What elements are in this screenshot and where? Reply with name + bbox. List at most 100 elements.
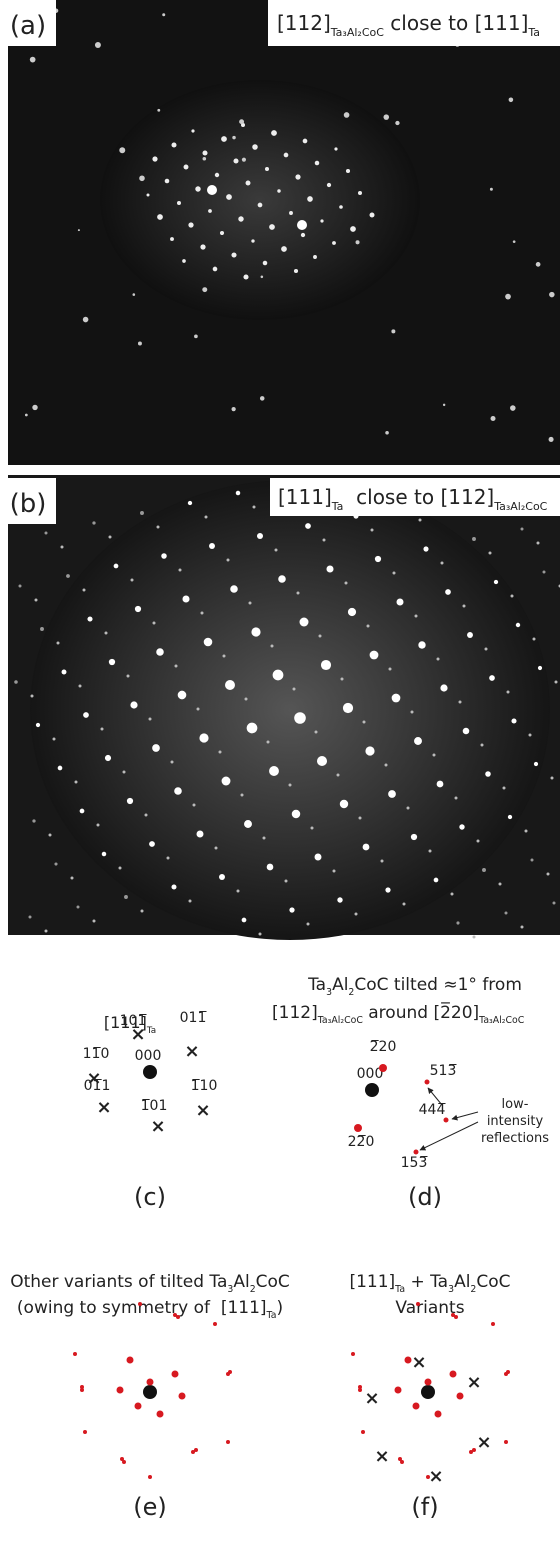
spot bbox=[294, 712, 306, 724]
panel-label: (e) bbox=[133, 1493, 167, 1521]
spot bbox=[62, 670, 67, 675]
spot bbox=[459, 824, 464, 829]
text-run: ) bbox=[276, 1298, 283, 1318]
spot bbox=[505, 294, 511, 300]
cross: × bbox=[374, 1446, 389, 1467]
spot bbox=[127, 798, 133, 804]
spot bbox=[443, 404, 445, 406]
reflection bbox=[194, 1448, 198, 1452]
origin-spot bbox=[421, 1385, 435, 1399]
spot bbox=[499, 883, 502, 886]
spot bbox=[485, 648, 488, 651]
spot bbox=[551, 777, 554, 780]
glow bbox=[100, 80, 420, 320]
spot bbox=[395, 121, 399, 125]
spot bbox=[105, 632, 108, 635]
annotation: intensity bbox=[487, 1114, 544, 1129]
spot bbox=[213, 267, 218, 272]
annotation: reflections bbox=[481, 1131, 549, 1146]
spot bbox=[271, 645, 274, 648]
spot bbox=[297, 592, 300, 595]
panel-title: Ta3Al2CoC tilted ≈1° from bbox=[307, 975, 522, 998]
spot bbox=[508, 815, 512, 819]
spot bbox=[389, 668, 392, 671]
spot bbox=[145, 814, 148, 817]
spot bbox=[516, 623, 520, 627]
spot bbox=[433, 754, 436, 757]
spot bbox=[343, 703, 353, 713]
figure: (a)[112]Ta₃Al₂CoC close to [111]Ta(b)[11… bbox=[0, 0, 560, 1555]
spot bbox=[207, 185, 217, 195]
spot bbox=[79, 685, 82, 688]
spot bbox=[317, 756, 327, 766]
spot bbox=[253, 506, 256, 509]
spot bbox=[315, 731, 318, 734]
text-run: close to bbox=[384, 11, 475, 35]
spot bbox=[305, 523, 311, 529]
text-run: [112] bbox=[272, 1003, 318, 1023]
spot bbox=[277, 189, 280, 192]
spot bbox=[509, 98, 514, 103]
spot-label: 1̅01 bbox=[141, 1098, 168, 1114]
spot bbox=[388, 790, 396, 798]
text-run: [111] bbox=[278, 485, 332, 509]
spot bbox=[334, 147, 337, 150]
spot bbox=[171, 142, 176, 147]
spot bbox=[437, 781, 444, 788]
spot bbox=[66, 574, 70, 578]
spot bbox=[414, 737, 422, 745]
spot bbox=[230, 585, 238, 593]
reflection bbox=[138, 1302, 142, 1306]
spot bbox=[315, 161, 320, 166]
spot bbox=[534, 762, 538, 766]
spot bbox=[513, 240, 516, 243]
spot bbox=[547, 873, 550, 876]
spot bbox=[54, 862, 57, 865]
spot bbox=[278, 575, 286, 583]
spot bbox=[260, 396, 265, 401]
spot bbox=[259, 933, 262, 936]
spot bbox=[194, 334, 198, 338]
spot bbox=[538, 666, 542, 670]
spot bbox=[307, 196, 313, 202]
spot bbox=[307, 923, 310, 926]
spot bbox=[182, 259, 186, 263]
spot bbox=[19, 585, 22, 588]
spot bbox=[289, 907, 294, 912]
spot bbox=[289, 784, 292, 787]
spot bbox=[53, 738, 56, 741]
spot bbox=[418, 641, 425, 648]
spot bbox=[219, 874, 225, 880]
reflection bbox=[361, 1430, 365, 1434]
cross: × bbox=[428, 1466, 443, 1487]
spot bbox=[365, 746, 374, 755]
spot bbox=[226, 194, 232, 200]
spot bbox=[456, 921, 459, 924]
spot bbox=[345, 582, 348, 585]
spot bbox=[543, 571, 546, 574]
spot bbox=[441, 562, 444, 565]
text-run: around [2̅20] bbox=[363, 1001, 479, 1023]
spot bbox=[344, 112, 350, 118]
spot bbox=[320, 219, 323, 222]
spot bbox=[237, 890, 240, 893]
text-run: close to bbox=[343, 485, 440, 509]
spot bbox=[179, 569, 182, 572]
spot bbox=[245, 698, 248, 701]
spot bbox=[403, 903, 406, 906]
spot bbox=[271, 130, 277, 136]
subscript: Ta₃Al₂CoC bbox=[493, 500, 547, 513]
reflection bbox=[435, 1411, 442, 1418]
spot bbox=[205, 516, 208, 519]
spot bbox=[459, 701, 462, 704]
spot bbox=[257, 533, 263, 539]
spot bbox=[297, 220, 307, 230]
cross: × bbox=[96, 1097, 111, 1118]
spot bbox=[337, 897, 342, 902]
spot bbox=[105, 755, 111, 761]
spot bbox=[246, 181, 251, 186]
spot bbox=[455, 797, 458, 800]
spot bbox=[393, 572, 396, 575]
spot bbox=[231, 252, 236, 257]
spot bbox=[193, 804, 196, 807]
